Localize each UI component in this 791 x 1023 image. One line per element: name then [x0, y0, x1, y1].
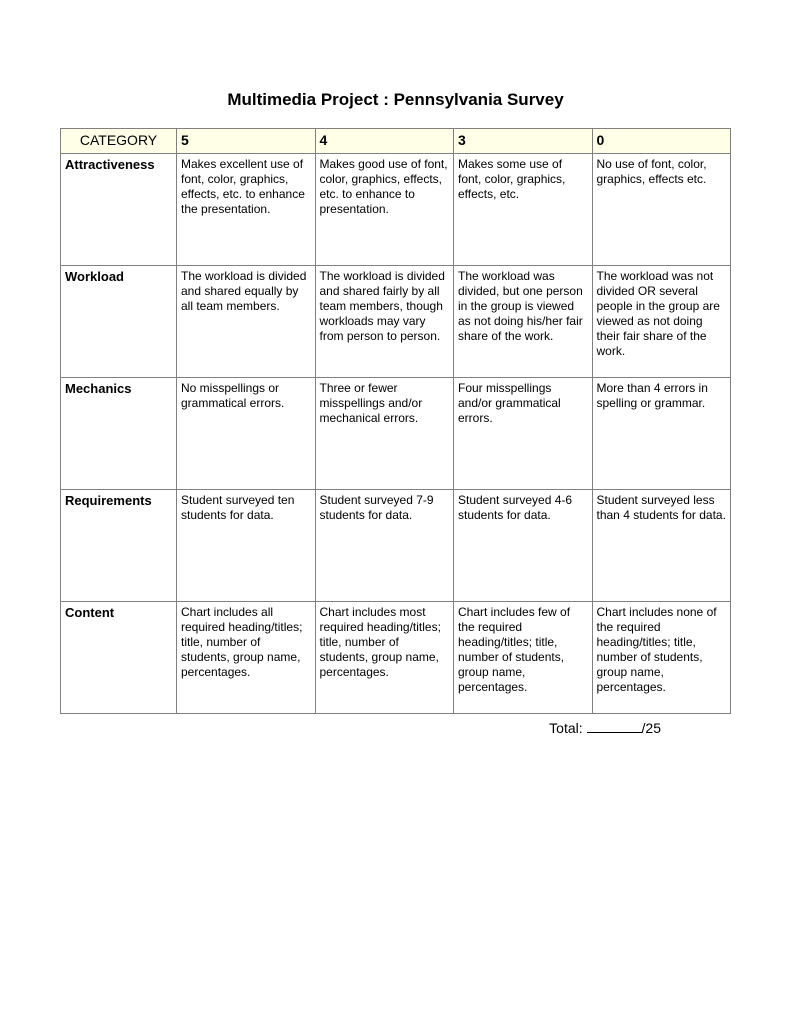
table-row: Attractiveness Makes excellent use of fo…: [61, 153, 731, 265]
cell-score-3: Four misspellings and/or grammatical err…: [454, 377, 593, 489]
category-cell: Mechanics: [61, 377, 177, 489]
table-body: Attractiveness Makes excellent use of fo…: [61, 153, 731, 713]
category-cell: Attractiveness: [61, 153, 177, 265]
category-cell: Requirements: [61, 489, 177, 601]
rubric-table: CATEGORY 5 4 3 0 Attractiveness Makes ex…: [60, 128, 731, 714]
category-cell: Content: [61, 601, 177, 713]
cell-score-5: Makes excellent use of font, color, grap…: [177, 153, 316, 265]
cell-score-5: Chart includes all required heading/titl…: [177, 601, 316, 713]
header-score-5: 5: [177, 129, 316, 154]
total-blank: [587, 732, 642, 733]
cell-score-0: Student surveyed less than 4 students fo…: [592, 489, 731, 601]
page-title: Multimedia Project : Pennsylvania Survey: [60, 90, 731, 110]
cell-score-3: Makes some use of font, color, graphics,…: [454, 153, 593, 265]
total-suffix: /25: [642, 720, 661, 736]
table-header-row: CATEGORY 5 4 3 0: [61, 129, 731, 154]
cell-score-3: Student surveyed 4-6 students for data.: [454, 489, 593, 601]
header-category: CATEGORY: [61, 129, 177, 154]
cell-score-5: Student surveyed ten students for data.: [177, 489, 316, 601]
cell-score-4: Makes good use of font, color, graphics,…: [315, 153, 454, 265]
table-row: Mechanics No misspellings or grammatical…: [61, 377, 731, 489]
table-row: Content Chart includes all required head…: [61, 601, 731, 713]
total-label: Total:: [549, 720, 582, 736]
cell-score-5: No misspellings or grammatical errors.: [177, 377, 316, 489]
cell-score-4: Chart includes most required heading/tit…: [315, 601, 454, 713]
cell-score-0: Chart includes none of the required head…: [592, 601, 731, 713]
header-score-3: 3: [454, 129, 593, 154]
table-row: Workload The workload is divided and sha…: [61, 265, 731, 377]
cell-score-0: The workload was not divided OR several …: [592, 265, 731, 377]
cell-score-0: More than 4 errors in spelling or gramma…: [592, 377, 731, 489]
cell-score-4: Student surveyed 7-9 students for data.: [315, 489, 454, 601]
category-cell: Workload: [61, 265, 177, 377]
header-score-0: 0: [592, 129, 731, 154]
cell-score-3: Chart includes few of the required headi…: [454, 601, 593, 713]
table-row: Requirements Student surveyed ten studen…: [61, 489, 731, 601]
cell-score-4: Three or fewer misspellings and/or mecha…: [315, 377, 454, 489]
table-header: CATEGORY 5 4 3 0: [61, 129, 731, 154]
cell-score-0: No use of font, color, graphics, effects…: [592, 153, 731, 265]
document-page: Multimedia Project : Pennsylvania Survey…: [0, 0, 791, 1023]
cell-score-5: The workload is divided and shared equal…: [177, 265, 316, 377]
cell-score-3: The workload was divided, but one person…: [454, 265, 593, 377]
cell-score-4: The workload is divided and shared fairl…: [315, 265, 454, 377]
total-line: Total: /25: [60, 720, 731, 736]
header-score-4: 4: [315, 129, 454, 154]
